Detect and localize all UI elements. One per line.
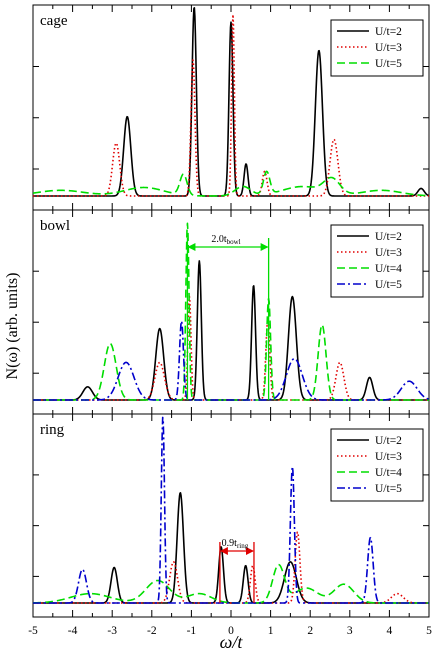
series-group <box>33 6 429 197</box>
legend-box <box>330 428 424 502</box>
legend-box <box>330 19 424 77</box>
x-tick-label: 5 <box>426 625 432 637</box>
series-line <box>33 6 429 197</box>
panel-ring: ring U/t=2 U/t=3 U/t=4 U/t=5 0.9tring <box>32 413 430 618</box>
legend-entry: U/t=5 <box>375 279 402 291</box>
legend-entry: U/t=3 <box>375 42 402 54</box>
x-tick-label: 0 <box>228 625 234 637</box>
x-tick-label: -4 <box>68 625 78 637</box>
x-tick-label: 2 <box>307 625 313 637</box>
series-line <box>33 563 429 604</box>
panel-label: ring <box>40 422 65 438</box>
x-tick-label: -3 <box>107 625 117 637</box>
legend-entry: U/t=5 <box>375 58 402 70</box>
legend-entry: U/t=3 <box>375 247 402 259</box>
annotation-label: 0.9tring <box>222 538 249 550</box>
panel-bowl: bowl U/t=2 U/t=3 U/t=4 U/t=5 2.0tbowl <box>32 209 430 415</box>
panel-label: cage <box>40 13 68 29</box>
series-group <box>33 416 429 604</box>
panel-cage: cage U/t=2 U/t=3 U/t=5 <box>32 4 430 211</box>
series-line <box>33 531 429 604</box>
series-line <box>33 320 429 401</box>
legend-entry: U/t=2 <box>375 231 402 243</box>
legend-entry: U/t=5 <box>375 483 402 495</box>
panels: cage U/t=2 U/t=3 U/t=5 bowl U/t=2 U/t=3 U/t=4 U/… <box>32 4 430 618</box>
series-line <box>33 416 429 604</box>
annotation-label: 2.0tbowl <box>211 234 240 246</box>
x-axis-title: ω/t <box>220 632 244 652</box>
legend-box <box>330 224 424 298</box>
legend-entry: U/t=2 <box>375 26 402 38</box>
x-tick-label: -2 <box>147 625 157 637</box>
legend-entry: U/t=2 <box>375 435 402 447</box>
x-tick-label: -1 <box>187 625 197 637</box>
y-axis-title: N(ω) (arb. units) <box>4 273 21 380</box>
legend-entry: U/t=4 <box>375 263 402 275</box>
series-line <box>33 170 429 197</box>
legend-entry: U/t=3 <box>375 451 402 463</box>
legend-entry: U/t=4 <box>375 467 402 479</box>
x-tick-labels: -5 -4 -3 -2 -1 0 1 2 3 4 5 <box>28 625 432 637</box>
series-line <box>33 295 429 401</box>
series-group <box>33 222 429 401</box>
x-tick-label: -5 <box>28 625 38 637</box>
x-tick-label: 4 <box>387 625 393 637</box>
x-tick-label: 1 <box>268 625 274 637</box>
panel-label: bowl <box>40 218 70 234</box>
x-tick-label: 3 <box>347 625 353 637</box>
